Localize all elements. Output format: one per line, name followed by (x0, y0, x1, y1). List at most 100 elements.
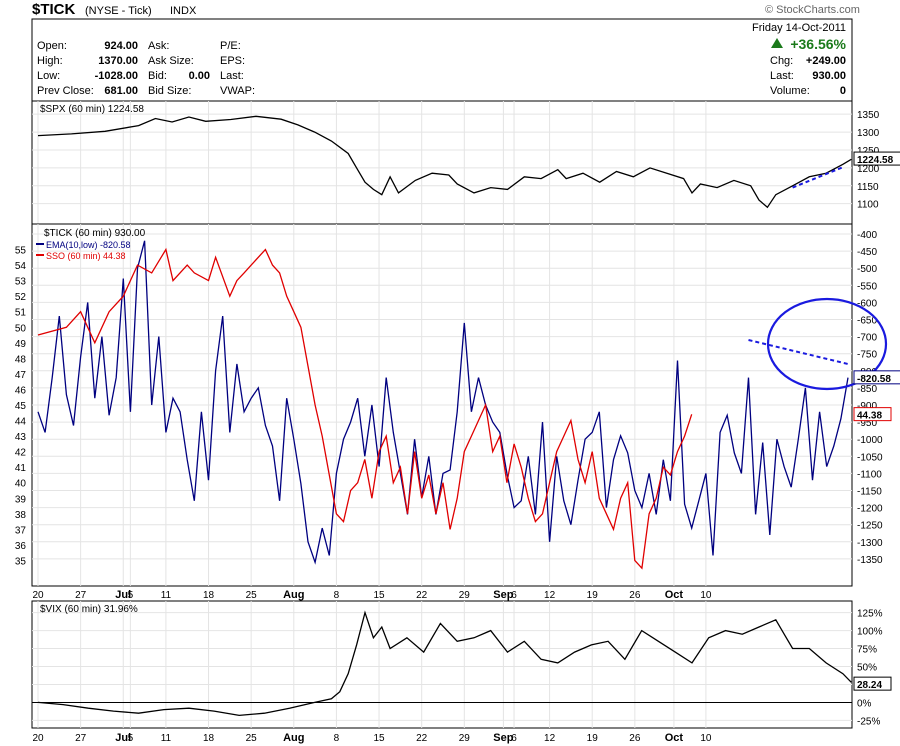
volume-label: Volume: (770, 85, 810, 97)
x-axis-label-bottom: Aug (283, 732, 304, 744)
low-label: Low: (37, 70, 61, 82)
vix-title: $VIX (60 min) 31.96% (40, 604, 138, 615)
x-axis-label-bottom: 18 (203, 733, 215, 744)
tick-ytick-left: 35 (15, 556, 27, 567)
spx-ytick-label: 1250 (857, 146, 880, 157)
high-value: 1370.00 (98, 55, 138, 67)
spx-series-line (37, 115, 852, 209)
x-axis-label-bottom: 26 (629, 733, 641, 744)
x-axis-label: 11 (161, 590, 172, 601)
vix-panel-frame (31, 600, 853, 729)
vix-last-label: 28.24 (857, 680, 882, 691)
vix-ytick-label: 50% (857, 663, 877, 674)
ema-last-label-box (853, 370, 900, 385)
x-axis-label: 5 (128, 590, 134, 601)
spx-ytick-label: 1350 (857, 110, 880, 121)
spx-trendline (792, 166, 844, 189)
prev-close-label: Prev Close: (37, 85, 94, 97)
x-axis-label: Sep (493, 589, 513, 601)
exchange: (NYSE - Tick) (85, 5, 152, 17)
vix-ytick-label: 100% (857, 627, 883, 638)
tick-ytick-right: -750 (857, 350, 877, 361)
tick-ytick-left: 45 (15, 401, 27, 412)
ask-label: Ask: (148, 40, 170, 52)
change-percent: +36.56% (790, 36, 846, 52)
volume-value: 0 (839, 85, 846, 97)
tick-ytick-left: 43 (15, 432, 27, 443)
tick-ytick-left: 55 (15, 246, 27, 257)
x-axis-label: 27 (75, 590, 87, 601)
last-label: Last: (220, 70, 244, 82)
tick-ytick-left: 44 (15, 417, 27, 428)
header-frame (31, 18, 853, 102)
x-axis-label-bottom: 27 (75, 733, 87, 744)
x-axis-label-bottom: 22 (416, 733, 428, 744)
tick-ytick-right: -1150 (857, 487, 882, 498)
tick-ytick-right: -1350 (857, 555, 883, 566)
x-axis-label: 20 (32, 590, 44, 601)
x-axis-label: 29 (459, 590, 471, 601)
tick-ytick-left: 46 (15, 385, 27, 396)
x-axis-label: 15 (373, 590, 385, 601)
annotation-circle (766, 297, 888, 391)
bid-value: 0.00 (188, 70, 210, 82)
x-axis-label: 10 (700, 590, 712, 601)
prev-close-value: 681.00 (104, 85, 138, 97)
tick-ytick-left: 36 (15, 541, 27, 552)
sso-series-line (37, 247, 693, 570)
bid-size-label: Bid Size: (148, 85, 192, 97)
x-axis-label-bottom: 6 (511, 733, 517, 744)
vix-ytick-label: 0% (857, 698, 872, 709)
last2-label: Last: (770, 70, 794, 82)
tick-ytick-left: 53 (15, 277, 27, 288)
x-axis-label-bottom: 29 (459, 733, 471, 744)
pe-label: P/E: (220, 40, 241, 52)
tick-ytick-left: 49 (15, 339, 27, 350)
spx-ytick-label: 1100 (857, 200, 879, 211)
tick-ytick-left: 40 (15, 479, 27, 490)
spx-title: $SPX (60 min) 1224.58 (40, 104, 144, 115)
tick-ytick-left: 54 (15, 261, 27, 272)
watermark: © StockCharts.com (765, 4, 860, 16)
x-axis-label: 22 (416, 590, 428, 601)
x-axis-label: Jul (115, 589, 131, 601)
chg-label: Chg: (770, 55, 794, 67)
x-axis-label: 12 (544, 590, 556, 601)
vix-series-line (37, 610, 852, 717)
x-axis-label-bottom: 15 (373, 733, 385, 744)
spx-last-label-box (853, 151, 900, 166)
tick-title: $TICK (60 min) 930.00 (44, 228, 146, 239)
x-axis-label: 25 (246, 590, 258, 601)
spx-ytick-label: 1200 (857, 164, 880, 175)
tick-ytick-right: -1250 (857, 521, 883, 532)
spx-last-label: 1224.58 (857, 155, 894, 166)
x-axis-label-bottom: 11 (161, 733, 172, 744)
vix-ytick-label: -25% (857, 716, 880, 727)
tick-ytick-left: 50 (15, 323, 27, 334)
x-axis-label-bottom: Oct (665, 732, 684, 744)
ema-series-line (37, 240, 849, 565)
spx-ytick-label: 1150 (857, 182, 879, 193)
tick-ytick-right: -1200 (857, 504, 883, 515)
spx-ytick-label: 1300 (857, 128, 880, 139)
x-axis-label-bottom: 8 (334, 733, 340, 744)
x-axis-label: 18 (203, 590, 215, 601)
tick-ytick-right: -1100 (857, 469, 882, 480)
vix-ytick-label: 125% (857, 609, 883, 620)
tick-ytick-left: 52 (15, 292, 27, 303)
vix-ytick-label: 75% (857, 645, 877, 656)
tick-ytick-right: -400 (857, 230, 877, 241)
tick-ytick-right: -450 (857, 247, 877, 258)
bid-label: Bid: (148, 70, 167, 82)
ema-last-label: -820.58 (857, 374, 891, 385)
tick-ytick-left: 38 (15, 510, 27, 521)
open-label: Open: (37, 40, 67, 52)
tick-resistance-line (748, 339, 849, 365)
tick-ytick-right: -1000 (857, 435, 883, 446)
sso-last-label: 44.38 (857, 411, 882, 422)
x-axis-label-bottom: Sep (493, 732, 513, 744)
sso-legend-label: SSO (60 min) 44.38 (46, 251, 126, 261)
x-axis-label: 6 (511, 590, 517, 601)
tick-ytick-right: -1300 (857, 538, 883, 549)
